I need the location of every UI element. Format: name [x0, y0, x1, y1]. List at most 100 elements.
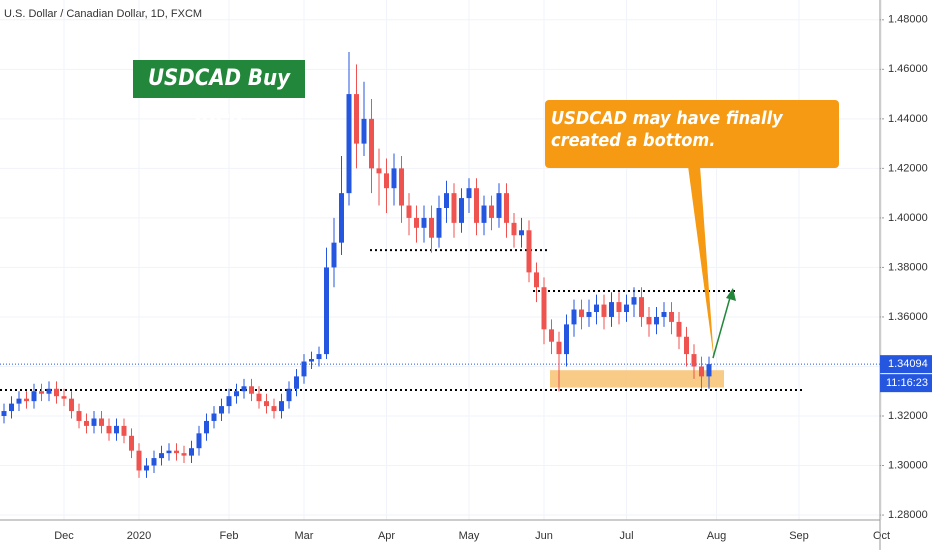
candle-body — [601, 304, 607, 317]
candle-body — [436, 208, 442, 238]
candle-body — [189, 448, 194, 456]
y-tick-label: 1.44000 — [888, 113, 928, 125]
candle-body — [406, 205, 412, 218]
candle-body — [616, 302, 622, 312]
candle-body — [391, 168, 397, 189]
candle-body — [564, 324, 569, 355]
candle-body — [504, 193, 509, 223]
candle-body — [331, 242, 337, 268]
callout-pointer — [688, 166, 714, 360]
price-tag — [880, 355, 932, 374]
candle-body — [549, 329, 554, 342]
x-tick-label: 2020 — [127, 530, 151, 542]
candle-body — [676, 321, 682, 337]
candle-body — [174, 450, 179, 454]
candle-body — [466, 188, 472, 199]
candle-body — [691, 354, 697, 367]
candle-body — [279, 401, 284, 412]
candle-body — [301, 361, 307, 377]
candle-body — [16, 398, 22, 404]
candle-body — [526, 230, 532, 273]
candle-body — [121, 425, 127, 436]
candle-body — [9, 403, 14, 412]
candle-body — [339, 193, 344, 243]
candle-body — [556, 341, 562, 355]
candle-body — [264, 401, 269, 407]
y-tick-label: 1.36000 — [888, 311, 928, 323]
candle-body — [181, 453, 187, 456]
candle-body — [684, 336, 689, 355]
candle-body — [1, 411, 7, 416]
candle-body — [444, 193, 449, 208]
candle-body — [61, 396, 67, 399]
candle-body — [399, 168, 404, 206]
idea-label: USDCAD Buy Idea — [133, 60, 305, 129]
candle-body — [129, 435, 134, 451]
candle-body — [511, 222, 517, 236]
y-tick-label: 1.48000 — [888, 14, 928, 26]
candle-body — [489, 205, 494, 218]
x-tick-label: Jun — [535, 530, 553, 542]
candle-body — [699, 366, 704, 377]
x-tick-label: Feb — [220, 530, 239, 542]
candle-body — [481, 205, 487, 223]
chart-title: U.S. Dollar / Canadian Dollar, 1D, FXCM — [4, 8, 202, 20]
candle-body — [106, 425, 112, 434]
candle-body — [76, 411, 82, 421]
candle-body — [114, 425, 119, 434]
candle-body — [46, 388, 52, 394]
candle-body — [474, 188, 479, 223]
candle-body — [376, 168, 382, 174]
y-tick-label: 1.40000 — [888, 212, 928, 224]
candle-body — [166, 450, 172, 454]
x-tick-label: Aug — [707, 530, 727, 542]
candle-body — [151, 458, 157, 466]
price-tag-label: 1.34094 — [888, 358, 928, 370]
candle-body — [286, 388, 292, 402]
x-tick-label: Dec — [54, 530, 74, 542]
candle-body — [91, 418, 97, 426]
candle-body — [421, 217, 427, 228]
y-tick-label: 1.46000 — [888, 63, 928, 75]
candle-body — [39, 391, 44, 394]
candle-body — [99, 418, 104, 426]
candle-body — [324, 267, 329, 355]
x-tick-label: Sep — [789, 530, 809, 542]
x-tick-label: May — [459, 530, 480, 542]
candle-body — [346, 94, 352, 194]
candle-body — [361, 118, 367, 144]
candle-body — [571, 309, 577, 325]
x-tick-label: Jul — [619, 530, 633, 542]
y-tick-label: 1.32000 — [888, 410, 928, 422]
candle-body — [294, 376, 299, 389]
candle-body — [706, 364, 712, 377]
x-tick-label: Apr — [378, 530, 395, 542]
candle-body — [354, 94, 359, 144]
countdown-label: 11:16:23 — [886, 377, 928, 389]
candle-body — [211, 413, 217, 421]
callout: USDCAD may have finally created a bottom… — [545, 100, 839, 168]
candle-body — [624, 304, 629, 312]
countdown-tag — [880, 374, 932, 393]
candle-body — [579, 309, 584, 317]
y-tick-label: 1.28000 — [888, 509, 928, 521]
candle-body — [241, 386, 247, 392]
candle-body — [661, 312, 667, 317]
y-tick-label: 1.42000 — [888, 162, 928, 174]
candle-body — [429, 217, 434, 238]
candle-body — [249, 386, 254, 394]
candle-body — [384, 173, 389, 189]
candle-body — [519, 230, 524, 236]
candle-body — [204, 420, 209, 434]
candle-body — [136, 450, 142, 471]
candle-body — [144, 465, 149, 471]
candle-body — [54, 388, 59, 397]
candle-body — [541, 287, 547, 330]
candle-body — [639, 297, 644, 317]
y-tick-label: 1.30000 — [888, 459, 928, 471]
candle-body — [316, 354, 322, 360]
candle-body — [496, 193, 502, 218]
candle-body — [271, 406, 277, 412]
